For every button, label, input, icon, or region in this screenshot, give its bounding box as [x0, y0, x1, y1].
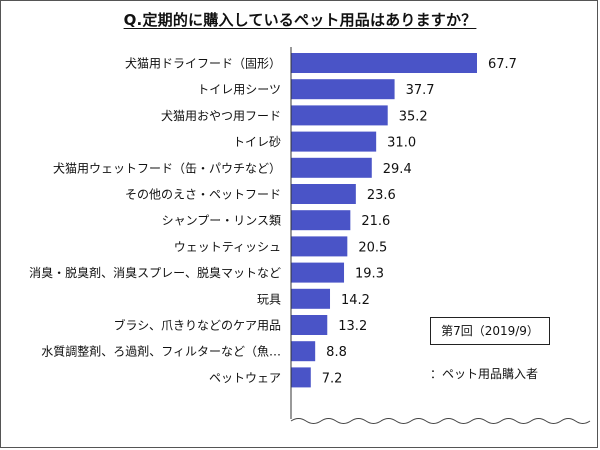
bar-10 — [291, 288, 331, 309]
bar-4 — [291, 131, 377, 152]
axis-break-wave — [290, 418, 591, 424]
bar-1 — [291, 53, 477, 73]
respondent-note: ：ペット用品購入者 — [430, 367, 539, 381]
bar-11 — [291, 315, 328, 335]
bar-6 — [291, 184, 356, 204]
value-label-10: 14.2 — [341, 293, 370, 308]
value-label-3: 35.2 — [399, 109, 428, 124]
value-label-8: 20.5 — [358, 240, 387, 255]
category-label-12: 水質調整剤、ろ過剤、フィルターなど（魚… — [41, 344, 281, 359]
bar-9 — [291, 262, 345, 283]
survey-round-box: 第7回（2019/9） — [430, 317, 550, 345]
category-label-13: ペットウェア — [209, 371, 281, 385]
value-label-13: 7.2 — [322, 371, 343, 386]
category-label-8: ウェットティッシュ — [174, 240, 281, 254]
category-label-2: トイレ用シーツ — [197, 83, 281, 97]
bar-12 — [291, 341, 316, 362]
bars-group — [291, 53, 477, 388]
value-label-1: 67.7 — [488, 57, 517, 72]
bar-3 — [291, 105, 388, 126]
value-label-2: 37.7 — [406, 83, 435, 98]
category-label-5: 犬猫用ウェットフード（缶・パウチなど） — [53, 161, 281, 175]
bar-5 — [291, 157, 372, 178]
value-label-9: 19.3 — [355, 267, 384, 282]
category-label-9: 消臭・脱臭剤、消臭スプレー、脱臭マットなど — [29, 265, 281, 280]
bar-7 — [291, 210, 351, 231]
category-labels-group: 犬猫用ドライフード（固形） トイレ用シーツ犬猫用おやつ用フードトイレ砂犬猫用ウェッ… — [29, 57, 281, 385]
value-label-6: 23.6 — [367, 188, 396, 203]
value-label-7: 21.6 — [361, 214, 390, 229]
category-label-6: その他のえさ・ペットフード — [125, 188, 281, 202]
bar-13 — [291, 367, 311, 388]
value-label-12: 8.8 — [326, 345, 347, 360]
category-label-3: 犬猫用おやつ用フード — [161, 109, 281, 123]
value-label-4: 31.0 — [387, 136, 416, 151]
category-label-11: ブラシ、爪きりなどのケア用品 — [113, 318, 281, 333]
category-label-1: 犬猫用ドライフード（固形） — [125, 57, 281, 71]
bar-8 — [291, 236, 348, 257]
value-labels-group: 67.7 37.7 35.2 31.0 29.4 23.6 21.6 20.5 19.3 14.2… — [322, 57, 517, 386]
category-label-10: 玩具 — [257, 292, 281, 306]
chart-title: Q.定期的に購入しているペット用品はありますか？ — [123, 11, 477, 29]
value-label-11: 13.2 — [338, 319, 367, 334]
category-label-4: トイレ砂 — [233, 135, 281, 149]
category-label-7: シャンプー・リンス類 — [162, 214, 281, 228]
value-label-5: 29.4 — [383, 162, 412, 177]
bar-2 — [291, 79, 395, 100]
